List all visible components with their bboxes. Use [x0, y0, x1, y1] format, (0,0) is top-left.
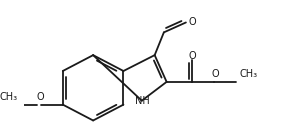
Text: O: O [211, 69, 219, 79]
Text: NH: NH [135, 96, 150, 106]
Text: CH₃: CH₃ [239, 69, 257, 79]
Text: O: O [188, 51, 196, 61]
Text: CH₃: CH₃ [0, 92, 18, 102]
Text: O: O [189, 18, 196, 27]
Text: O: O [36, 92, 44, 102]
